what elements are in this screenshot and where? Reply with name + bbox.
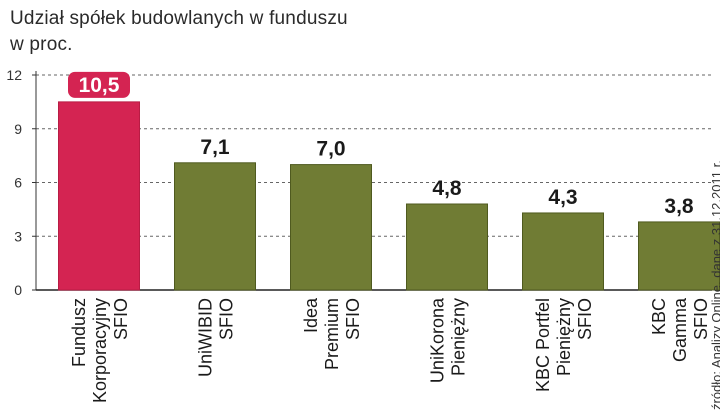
x-tick-label: Korporacyjny (90, 298, 110, 403)
data-label: 7,1 (200, 136, 230, 159)
data-label: 3,8 (664, 195, 694, 218)
bar (522, 212, 604, 291)
bar (638, 221, 720, 291)
y-tick-label: 9 (14, 121, 22, 137)
chart-unit-label: w proc. (10, 34, 73, 55)
x-tick-label: KBC (649, 298, 669, 335)
x-tick-label: KBC Portfel (533, 298, 553, 392)
x-tick-label: SFIO (691, 298, 711, 340)
x-tick-label: SFIO (343, 298, 363, 340)
bar (290, 164, 372, 291)
x-tick-label: Pieniężny (449, 298, 469, 376)
y-tick-label: 3 (14, 228, 22, 244)
y-tick-label: 6 (14, 175, 22, 191)
chart-title: Udział spółek budowlanych w funduszu (10, 8, 348, 29)
data-label: 7,0 (316, 138, 345, 161)
data-label: 10,5 (79, 74, 120, 97)
bar (174, 162, 256, 291)
x-tick-label: UniKorona (428, 297, 448, 383)
y-tick-label: 0 (14, 282, 22, 298)
data-label: 4,8 (432, 177, 462, 200)
source-note: źródło: Analizy Online, dane z 31.12.201… (709, 160, 720, 410)
bar (58, 101, 140, 291)
x-tick-label: Pieniężny (554, 298, 574, 376)
value-label-badge (68, 71, 130, 98)
x-tick-label: Gamma (670, 297, 690, 362)
x-tick-label: SFIO (111, 298, 131, 340)
x-tick-label: SFIO (217, 298, 237, 340)
x-tick-label: Premium (322, 298, 342, 370)
x-tick-label: Idea (301, 297, 321, 333)
y-tick-label: 12 (6, 67, 22, 83)
x-tick-label: SFIO (575, 298, 595, 340)
x-tick-label: Fundusz (69, 298, 89, 367)
bar (406, 203, 488, 291)
x-tick-label: UniWIBID (196, 298, 216, 377)
data-label: 4,3 (548, 186, 577, 209)
